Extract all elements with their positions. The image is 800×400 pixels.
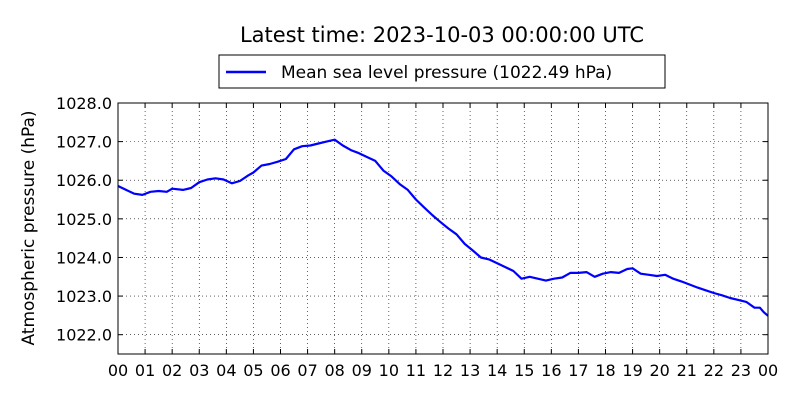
y-tick-label: 1022.0 [56,326,112,345]
x-tick-label: 13 [460,361,480,380]
y-axis: 1022.0 1023.0 1024.0 1025.0 1026.0 1027.0 1028… [56,94,768,345]
x-tick-label: 15 [514,361,534,380]
legend-label: Mean sea level pressure (1022.49 hPa) [281,63,612,83]
x-tick-label: 21 [677,361,697,380]
x-tick-label: 19 [622,361,642,380]
y-tick-label: 1025.0 [56,210,112,229]
x-tick-label: 01 [135,361,155,380]
y-tick-label: 1027.0 [56,133,112,152]
y-tick-label: 1028.0 [56,94,112,113]
y-tick-label: 1024.0 [56,248,112,267]
x-tick-label: 22 [704,361,724,380]
x-tick-label: 23 [731,361,751,380]
x-tick-label: 00 [108,361,128,380]
x-tick-label: 05 [243,361,263,380]
x-tick-label: 16 [541,361,561,380]
y-tick-label: 1023.0 [56,287,112,306]
x-tick-label: 20 [649,361,669,380]
x-tick-label: 18 [595,361,615,380]
x-tick-label: 08 [324,361,344,380]
y-tick-label: 1026.0 [56,171,112,190]
plot-frame [117,102,769,355]
x-tick-label: 17 [568,361,588,380]
series-layer [117,138,769,317]
y-axis-label: Atmospheric pressure (hPa) [19,110,39,345]
x-tick-label: 06 [270,361,290,380]
x-tick-label: 00 [758,361,778,380]
x-tick-label: 02 [162,361,182,380]
x-tick-label: 07 [297,361,317,380]
x-tick-label: 10 [379,361,399,380]
x-tick-label: 11 [406,361,426,380]
grid [117,102,769,354]
x-tick-label: 09 [352,361,372,380]
x-axis: 00 01 02 03 04 05 06 07 08 09 10 11 12 13 14 15 16 17 18 19… [108,103,778,380]
x-tick-label: 04 [216,361,236,380]
x-tick-label: 14 [487,361,507,380]
legend: Mean sea level pressure (1022.49 hPa) [218,54,666,89]
series-line-mean-sea-level-pressure [117,138,769,317]
x-tick-label: 03 [189,361,209,380]
legend-box [218,54,666,89]
x-tick-label: 12 [433,361,453,380]
chart-title: Latest time: 2023-10-03 00:00:00 UTC [240,23,644,47]
